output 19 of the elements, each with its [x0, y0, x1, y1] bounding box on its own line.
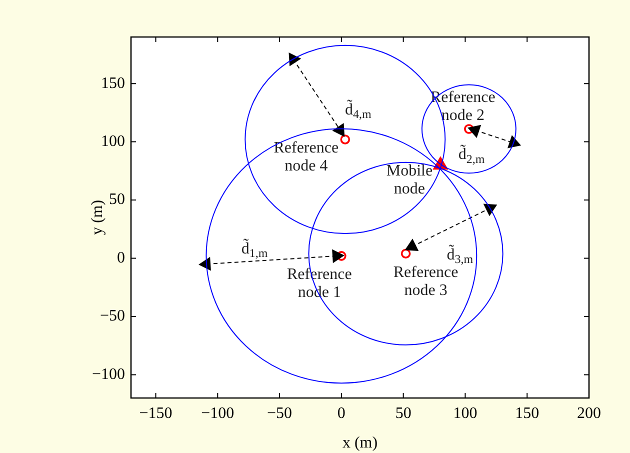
x-tick-label: −100: [201, 404, 234, 422]
y-axis-title: y (m): [88, 200, 106, 236]
annotation: Reference node 4: [274, 140, 339, 175]
y-tick-label: 50: [109, 191, 125, 208]
x-tick-label: −150: [139, 404, 172, 422]
annotation: Mobile node: [386, 162, 433, 198]
x-tick-label: 0: [337, 404, 346, 422]
x-tick-label: 100: [453, 404, 478, 422]
y-tick-label: 100: [101, 133, 125, 150]
y-tick-label: 0: [117, 249, 125, 266]
x-axis-title: x (m): [342, 434, 378, 452]
annotation: Reference node 3: [393, 264, 458, 299]
x-tick-label: 150: [515, 404, 540, 422]
x-tick-label: −50: [267, 404, 292, 422]
x-tick-label: 50: [395, 404, 412, 422]
y-tick-label: −50: [100, 308, 125, 325]
y-tick-label: −100: [92, 366, 125, 383]
y-tick-label: 150: [101, 74, 125, 92]
x-tick-label: 200: [577, 404, 601, 422]
